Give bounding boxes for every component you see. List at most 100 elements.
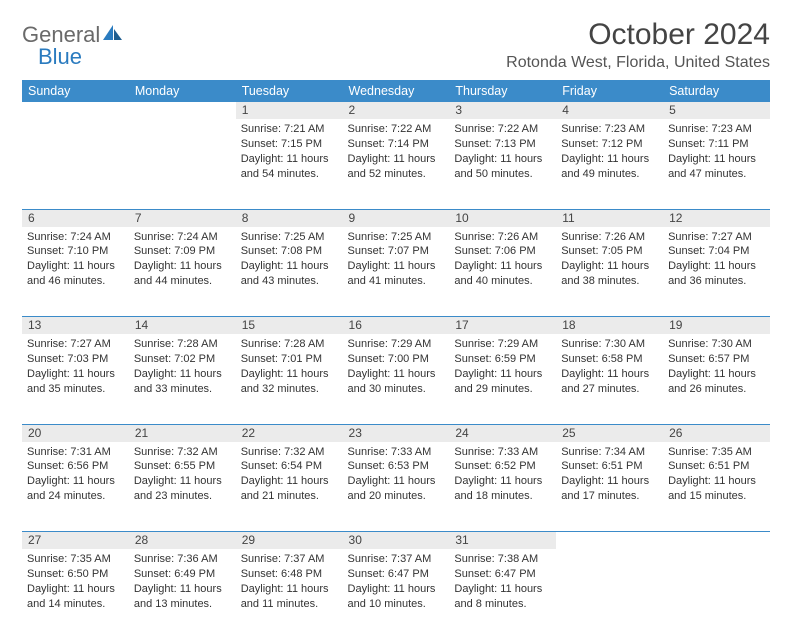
daylight-line: Daylight: 11 hours and 43 minutes. bbox=[241, 259, 338, 289]
sunset-line: Sunset: 7:02 PM bbox=[134, 352, 231, 367]
daylight-line: Daylight: 11 hours and 27 minutes. bbox=[561, 367, 658, 397]
day-cell: Sunrise: 7:34 AMSunset: 6:51 PMDaylight:… bbox=[556, 442, 663, 532]
sunrise-line: Sunrise: 7:32 AM bbox=[134, 445, 231, 460]
sunrise-line: Sunrise: 7:23 AM bbox=[668, 122, 765, 137]
daylight-line: Daylight: 11 hours and 50 minutes. bbox=[454, 152, 551, 182]
daylight-line: Daylight: 11 hours and 18 minutes. bbox=[454, 474, 551, 504]
daylight-line: Daylight: 11 hours and 52 minutes. bbox=[348, 152, 445, 182]
weekday-header: Saturday bbox=[663, 80, 770, 102]
sunset-line: Sunset: 7:11 PM bbox=[668, 137, 765, 152]
sunrise-line: Sunrise: 7:24 AM bbox=[27, 230, 124, 245]
daylight-line: Daylight: 11 hours and 44 minutes. bbox=[134, 259, 231, 289]
sunset-line: Sunset: 6:47 PM bbox=[348, 567, 445, 582]
daylight-line: Daylight: 11 hours and 8 minutes. bbox=[454, 582, 551, 612]
day-number-cell: 7 bbox=[129, 210, 236, 227]
day-detail-row: Sunrise: 7:27 AMSunset: 7:03 PM Daylight:… bbox=[22, 334, 770, 424]
daylight-line: Daylight: 11 hours and 20 minutes. bbox=[348, 474, 445, 504]
day-cell: Sunrise: 7:27 AMSunset: 7:04 PMDaylight:… bbox=[663, 227, 770, 317]
day-number-cell: 5 bbox=[663, 102, 770, 119]
day-cell: Sunrise: 7:31 AMSunset: 6:56 PMDaylight:… bbox=[22, 442, 129, 532]
sunrise-line: Sunrise: 7:24 AM bbox=[134, 230, 231, 245]
logo: GeneralBlue bbox=[22, 18, 124, 70]
sunrise-line: Sunrise: 7:21 AM bbox=[241, 122, 338, 137]
day-cell bbox=[556, 549, 663, 639]
daylight-line: Daylight: 11 hours and 24 minutes. bbox=[27, 474, 124, 504]
day-number-cell: 2 bbox=[343, 102, 450, 119]
daylight-line: Daylight: 11 hours and 40 minutes. bbox=[454, 259, 551, 289]
daylight-line: Daylight: 11 hours and 30 minutes. bbox=[348, 367, 445, 397]
day-number-cell: 20 bbox=[22, 425, 129, 442]
day-cell: Sunrise: 7:38 AMSunset: 6:47 PMDaylight:… bbox=[449, 549, 556, 639]
day-number-cell: 26 bbox=[663, 425, 770, 442]
calendar-table: SundayMondayTuesdayWednesdayThursdayFrid… bbox=[22, 80, 770, 639]
day-cell: Sunrise: 7:28 AMSunset: 7:02 PMDaylight:… bbox=[129, 334, 236, 424]
daylight-line: Daylight: 11 hours and 26 minutes. bbox=[668, 367, 765, 397]
day-number-cell: 24 bbox=[449, 425, 556, 442]
day-cell: Sunrise: 7:35 AMSunset: 6:51 PMDaylight:… bbox=[663, 442, 770, 532]
daylight-line: Daylight: 11 hours and 29 minutes. bbox=[454, 367, 551, 397]
sunset-line: Sunset: 7:04 PM bbox=[668, 244, 765, 259]
day-number-cell: 10 bbox=[449, 210, 556, 227]
sunset-line: Sunset: 7:09 PM bbox=[134, 244, 231, 259]
day-number-cell: 18 bbox=[556, 317, 663, 334]
day-number-cell: 30 bbox=[343, 532, 450, 549]
sunrise-line: Sunrise: 7:32 AM bbox=[241, 445, 338, 460]
day-cell bbox=[22, 119, 129, 209]
day-number-cell: 27 bbox=[22, 532, 129, 549]
day-number-cell: 6 bbox=[22, 210, 129, 227]
day-cell: Sunrise: 7:29 AMSunset: 7:00 PMDaylight:… bbox=[343, 334, 450, 424]
sunrise-line: Sunrise: 7:36 AM bbox=[134, 552, 231, 567]
day-detail-row: Sunrise: 7:21 AMSunset: 7:15 PMDaylight:… bbox=[22, 119, 770, 209]
day-number-cell: 25 bbox=[556, 425, 663, 442]
day-cell: Sunrise: 7:24 AMSunset: 7:09 PMDaylight:… bbox=[129, 227, 236, 317]
day-number-cell: 17 bbox=[449, 317, 556, 334]
day-cell: Sunrise: 7:23 AMSunset: 7:11 PMDaylight:… bbox=[663, 119, 770, 209]
day-number-cell: 3 bbox=[449, 102, 556, 119]
sunrise-line: Sunrise: 7:27 AM bbox=[27, 337, 124, 352]
page-header: GeneralBlue October 2024 Rotonda West, F… bbox=[22, 18, 770, 72]
daylight-line: Daylight: 11 hours and 11 minutes. bbox=[241, 582, 338, 612]
day-number-cell: 23 bbox=[343, 425, 450, 442]
daylight-line: Daylight: 11 hours and 54 minutes. bbox=[241, 152, 338, 182]
day-number-cell: 11 bbox=[556, 210, 663, 227]
day-number-cell: 12 bbox=[663, 210, 770, 227]
sunset-line: Sunset: 7:15 PM bbox=[241, 137, 338, 152]
sunrise-line: Sunrise: 7:38 AM bbox=[454, 552, 551, 567]
sunrise-line: Sunrise: 7:26 AM bbox=[454, 230, 551, 245]
day-number-row: 20212223242526 bbox=[22, 425, 770, 442]
sunrise-line: Sunrise: 7:29 AM bbox=[454, 337, 551, 352]
day-cell: Sunrise: 7:36 AMSunset: 6:49 PMDaylight:… bbox=[129, 549, 236, 639]
sunrise-line: Sunrise: 7:37 AM bbox=[348, 552, 445, 567]
day-number-row: 2728293031 bbox=[22, 532, 770, 549]
daylight-line: Daylight: 11 hours and 36 minutes. bbox=[668, 259, 765, 289]
sunrise-line: Sunrise: 7:30 AM bbox=[668, 337, 765, 352]
sunrise-line: Sunrise: 7:35 AM bbox=[27, 552, 124, 567]
day-number-cell bbox=[22, 102, 129, 119]
sunset-line: Sunset: 6:53 PM bbox=[348, 459, 445, 474]
sunrise-line: Sunrise: 7:35 AM bbox=[668, 445, 765, 460]
sunrise-line: Sunrise: 7:27 AM bbox=[668, 230, 765, 245]
day-cell: Sunrise: 7:37 AMSunset: 6:48 PMDaylight:… bbox=[236, 549, 343, 639]
day-number-cell bbox=[129, 102, 236, 119]
day-cell: Sunrise: 7:30 AMSunset: 6:58 PMDaylight:… bbox=[556, 334, 663, 424]
daylight-line: Daylight: 11 hours and 41 minutes. bbox=[348, 259, 445, 289]
daylight-line: Daylight: 11 hours and 14 minutes. bbox=[27, 582, 124, 612]
sunrise-line: Sunrise: 7:23 AM bbox=[561, 122, 658, 137]
day-cell: Sunrise: 7:25 AMSunset: 7:07 PMDaylight:… bbox=[343, 227, 450, 317]
sunrise-line: Sunrise: 7:33 AM bbox=[454, 445, 551, 460]
sunset-line: Sunset: 6:52 PM bbox=[454, 459, 551, 474]
sunrise-line: Sunrise: 7:37 AM bbox=[241, 552, 338, 567]
daylight-line: Daylight: 11 hours and 49 minutes. bbox=[561, 152, 658, 182]
sunset-line: Sunset: 6:55 PM bbox=[134, 459, 231, 474]
sunset-line: Sunset: 7:12 PM bbox=[561, 137, 658, 152]
day-number-row: 12345 bbox=[22, 102, 770, 119]
sunrise-line: Sunrise: 7:30 AM bbox=[561, 337, 658, 352]
day-cell: Sunrise: 7:33 AMSunset: 6:53 PMDaylight:… bbox=[343, 442, 450, 532]
sunrise-line: Sunrise: 7:22 AM bbox=[454, 122, 551, 137]
daylight-line: Daylight: 11 hours and 13 minutes. bbox=[134, 582, 231, 612]
day-cell: Sunrise: 7:25 AMSunset: 7:08 PMDaylight:… bbox=[236, 227, 343, 317]
sunset-line: Sunset: 7:03 PM bbox=[27, 352, 124, 367]
day-cell: Sunrise: 7:35 AMSunset: 6:50 PMDaylight:… bbox=[22, 549, 129, 639]
weekday-header: Sunday bbox=[22, 80, 129, 102]
logo-sail-icon bbox=[102, 22, 124, 48]
